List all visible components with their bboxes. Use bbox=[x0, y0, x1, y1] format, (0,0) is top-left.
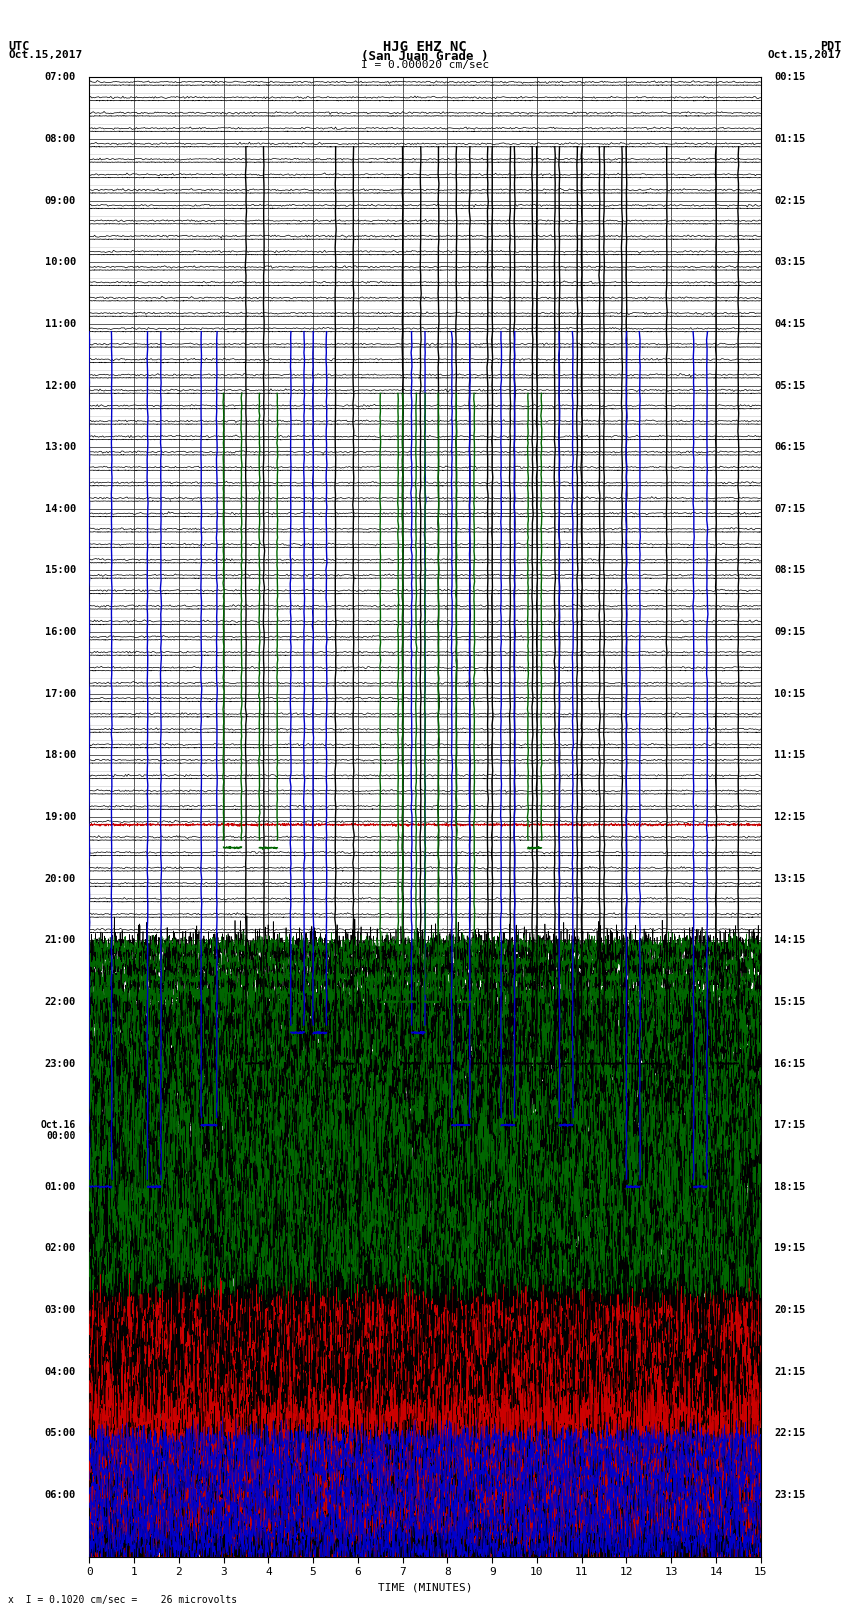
Text: 10:15: 10:15 bbox=[774, 689, 806, 698]
Text: 07:00: 07:00 bbox=[44, 73, 76, 82]
Text: 20:15: 20:15 bbox=[774, 1305, 806, 1315]
Text: 06:00: 06:00 bbox=[44, 1490, 76, 1500]
Text: 15:15: 15:15 bbox=[774, 997, 806, 1007]
Text: Oct.15,2017: Oct.15,2017 bbox=[8, 50, 82, 60]
Text: 13:15: 13:15 bbox=[774, 874, 806, 884]
Text: 02:15: 02:15 bbox=[774, 195, 806, 206]
Text: I = 0.000020 cm/sec: I = 0.000020 cm/sec bbox=[361, 60, 489, 69]
Text: 19:15: 19:15 bbox=[774, 1244, 806, 1253]
Text: x  I = 0.1020 cm/sec =    26 microvolts: x I = 0.1020 cm/sec = 26 microvolts bbox=[8, 1595, 238, 1605]
Text: 08:15: 08:15 bbox=[774, 566, 806, 576]
Text: 00:15: 00:15 bbox=[774, 73, 806, 82]
Text: 03:00: 03:00 bbox=[44, 1305, 76, 1315]
Text: 17:15: 17:15 bbox=[774, 1119, 806, 1131]
Text: 04:15: 04:15 bbox=[774, 319, 806, 329]
Text: 23:15: 23:15 bbox=[774, 1490, 806, 1500]
Text: (San Juan Grade ): (San Juan Grade ) bbox=[361, 50, 489, 63]
Text: 04:00: 04:00 bbox=[44, 1366, 76, 1376]
Text: 08:00: 08:00 bbox=[44, 134, 76, 144]
Text: 23:00: 23:00 bbox=[44, 1058, 76, 1068]
Text: 19:00: 19:00 bbox=[44, 811, 76, 823]
Text: 05:00: 05:00 bbox=[44, 1428, 76, 1439]
Text: 18:15: 18:15 bbox=[774, 1182, 806, 1192]
Text: 12:00: 12:00 bbox=[44, 381, 76, 390]
Text: 09:15: 09:15 bbox=[774, 627, 806, 637]
Text: 22:00: 22:00 bbox=[44, 997, 76, 1007]
Text: 14:00: 14:00 bbox=[44, 503, 76, 515]
Text: 22:15: 22:15 bbox=[774, 1428, 806, 1439]
Text: 10:00: 10:00 bbox=[44, 258, 76, 268]
Text: Oct.15,2017: Oct.15,2017 bbox=[768, 50, 842, 60]
Text: 17:00: 17:00 bbox=[44, 689, 76, 698]
Text: 20:00: 20:00 bbox=[44, 874, 76, 884]
X-axis label: TIME (MINUTES): TIME (MINUTES) bbox=[377, 1582, 473, 1592]
Text: 18:00: 18:00 bbox=[44, 750, 76, 760]
Text: 21:00: 21:00 bbox=[44, 936, 76, 945]
Text: PDT: PDT bbox=[820, 40, 842, 53]
Text: 11:15: 11:15 bbox=[774, 750, 806, 760]
Text: 06:15: 06:15 bbox=[774, 442, 806, 452]
Text: 14:15: 14:15 bbox=[774, 936, 806, 945]
Text: 07:15: 07:15 bbox=[774, 503, 806, 515]
Text: 16:15: 16:15 bbox=[774, 1058, 806, 1068]
Text: 05:15: 05:15 bbox=[774, 381, 806, 390]
Text: HJG EHZ NC: HJG EHZ NC bbox=[383, 40, 467, 55]
Text: 21:15: 21:15 bbox=[774, 1366, 806, 1376]
Text: 01:00: 01:00 bbox=[44, 1182, 76, 1192]
Text: 15:00: 15:00 bbox=[44, 566, 76, 576]
Text: UTC: UTC bbox=[8, 40, 30, 53]
Text: 00:00: 00:00 bbox=[47, 1131, 76, 1140]
Text: Oct.16: Oct.16 bbox=[41, 1119, 76, 1131]
Text: 16:00: 16:00 bbox=[44, 627, 76, 637]
Text: 01:15: 01:15 bbox=[774, 134, 806, 144]
Text: 12:15: 12:15 bbox=[774, 811, 806, 823]
Text: 13:00: 13:00 bbox=[44, 442, 76, 452]
Text: 02:00: 02:00 bbox=[44, 1244, 76, 1253]
Text: 03:15: 03:15 bbox=[774, 258, 806, 268]
Text: 09:00: 09:00 bbox=[44, 195, 76, 206]
Text: 11:00: 11:00 bbox=[44, 319, 76, 329]
